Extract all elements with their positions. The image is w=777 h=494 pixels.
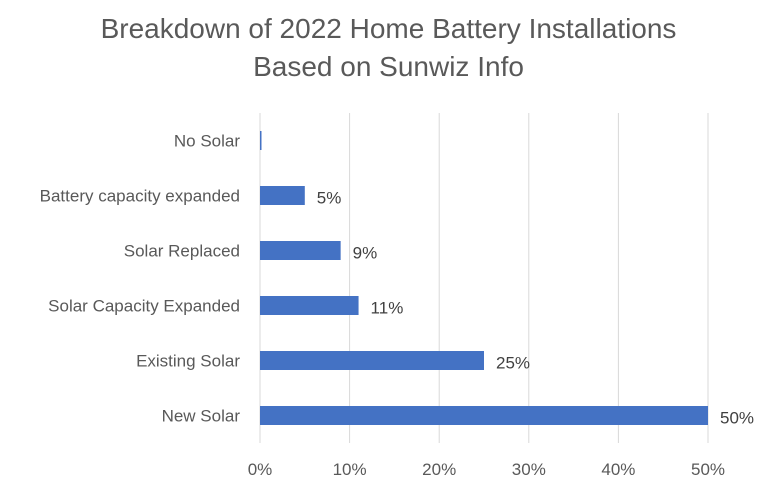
category-label: Existing Solar [136,352,240,371]
x-tick-label: 40% [601,460,635,479]
data-labels: 5% 9% 11% 25% 50% [317,189,754,428]
bar [260,131,262,150]
bar [260,406,708,425]
data-label: 9% [353,244,378,263]
category-label: No Solar [174,132,240,151]
x-tick-label: 30% [512,460,546,479]
category-label: New Solar [162,407,241,426]
bar [260,296,359,315]
chart-title: Breakdown of 2022 Home Battery Installat… [0,10,777,86]
category-label: Battery capacity expanded [40,187,240,206]
x-tick-label: 20% [422,460,456,479]
gridlines [259,113,709,443]
category-label: Solar Capacity Expanded [48,297,240,316]
category-labels: No Solar Battery capacity expanded Solar R… [40,132,241,426]
data-label: 11% [371,299,404,318]
chart-title-line-2: Based on Sunwiz Info [253,51,524,82]
bars [260,131,708,425]
x-tick-label: 50% [691,460,725,479]
bar [260,186,305,205]
bar [260,241,341,260]
chart-title-line-1: Breakdown of 2022 Home Battery Installat… [100,13,677,44]
x-tick-label: 0% [248,460,273,479]
category-label: Solar Replaced [124,242,240,261]
data-label: 50% [720,409,754,428]
data-label: 5% [317,189,342,208]
data-label: 25% [496,354,530,373]
bar [260,351,484,370]
x-tick-label: 10% [333,460,367,479]
x-axis-tick-labels: 0% 10% 20% 30% 40% 50% [248,460,725,479]
